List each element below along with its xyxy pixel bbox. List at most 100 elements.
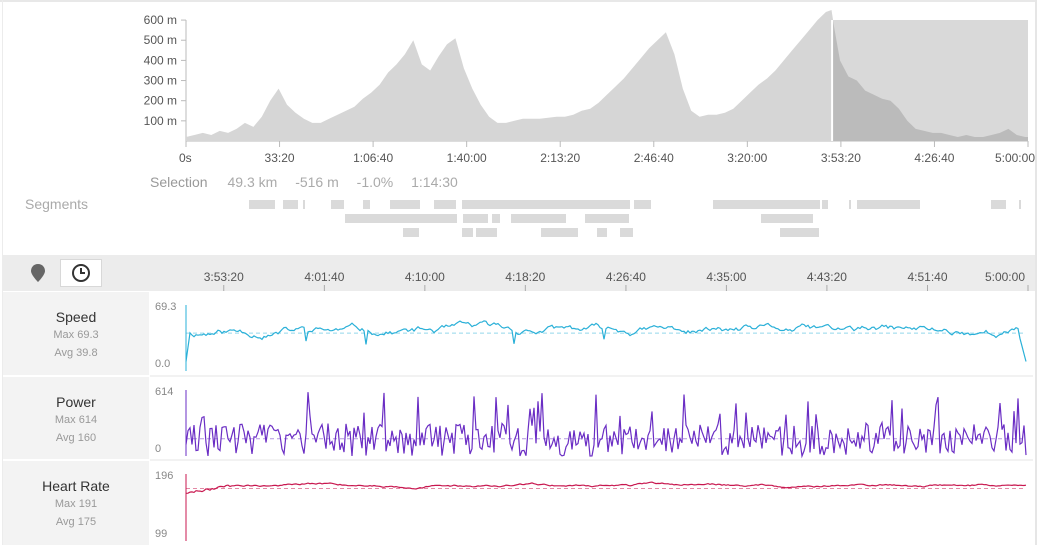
clock-icon [72, 264, 90, 282]
detail-toolbar [3, 255, 1035, 291]
detail-x-tick-label: 4:18:20 [505, 270, 545, 284]
heart-rate-y-min-label: 99 [155, 528, 167, 540]
segment-bar[interactable] [761, 214, 813, 223]
segment-bar[interactable] [849, 200, 851, 209]
segment-bar[interactable] [511, 214, 566, 223]
heart-rate-avg: Avg 175 [55, 516, 97, 528]
time-view-button[interactable] [60, 259, 102, 287]
elevation-x-tick-label: 3:20:00 [727, 151, 767, 165]
segment-bar[interactable] [780, 228, 819, 237]
segment-bar[interactable] [390, 200, 420, 209]
segment-bar[interactable] [434, 200, 456, 209]
selection-region[interactable] [832, 20, 1028, 141]
segment-bar[interactable] [857, 200, 920, 209]
detail-x-tick-label: 4:51:40 [907, 270, 947, 284]
power-avg: Avg 160 [55, 432, 97, 444]
segment-bar[interactable] [476, 228, 497, 237]
segment-bar[interactable] [1019, 200, 1021, 209]
elevation-x-ticks: 0s 33:20 1:06:40 1:40:00 2:13:20 2:46:40 3:20:… [179, 141, 1035, 165]
selection-elevation: -516 m [295, 174, 339, 190]
heart-rate-chart[interactable]: 196 99 [155, 470, 1027, 541]
power-title: Power [56, 394, 96, 410]
detail-x-tick-label: 5:00:00 [985, 270, 1025, 284]
power-max: Max 614 [54, 414, 98, 426]
elevation-x-tick-label: 1:40:00 [447, 151, 487, 165]
elevation-y-tick-label: 300 m [144, 74, 177, 88]
segment-bar[interactable] [463, 214, 488, 223]
segment-bar[interactable] [462, 200, 630, 209]
right-border [1035, 0, 1037, 545]
elevation-y-tick-label: 600 m [144, 13, 177, 27]
detail-x-tick-label: 4:10:00 [405, 270, 445, 284]
map-view-button[interactable] [17, 259, 59, 287]
elevation-x-tick-label: 3:53:20 [821, 151, 861, 165]
segment-bar[interactable] [462, 228, 473, 237]
segment-bar[interactable] [585, 214, 629, 223]
detail-x-ticks: 3:53:20 4:01:40 4:10:00 4:18:20 4:26:40 4:35:… [204, 270, 1029, 291]
detail-x-tick-label: 4:43:20 [807, 270, 847, 284]
heart-rate-series-line[interactable] [185, 481, 1027, 494]
segment-bar[interactable] [991, 200, 1006, 209]
detail-x-tick-label: 4:35:00 [706, 270, 746, 284]
speed-y-min-label: 0.0 [155, 358, 170, 370]
power-y-min-label: 0 [155, 443, 161, 455]
elevation-y-tick-label: 200 m [144, 94, 177, 108]
segment-bar[interactable] [620, 228, 633, 237]
elevation-x-tick-label: 1:06:40 [353, 151, 393, 165]
left-border [2, 0, 3, 545]
detail-charts[interactable]: 69.3 0.0 614 0 196 99 [0, 291, 1037, 545]
elevation-y-tick-label: 400 m [144, 53, 177, 67]
power-series-line[interactable] [185, 392, 1027, 459]
segment-bar[interactable] [331, 200, 344, 209]
segment-bar[interactable] [363, 200, 370, 209]
elevation-y-tick-label: 100 m [144, 114, 177, 128]
segment-bar[interactable] [303, 200, 305, 209]
segment-bar[interactable] [597, 228, 607, 237]
heart-rate-title: Heart Rate [42, 478, 110, 494]
elevation-area [186, 10, 1028, 141]
elevation-x-tick-label: 5:00:00 [995, 151, 1035, 165]
selection-summary: Selection 49.3 km -516 m -1.0% 1:14:30 [150, 174, 472, 190]
segments-label: Segments [25, 196, 89, 212]
elevation-x-tick-label: 2:46:40 [634, 151, 674, 165]
segments-track[interactable] [0, 196, 1037, 246]
elevation-x-tick-label: 0s [179, 151, 192, 165]
segment-bar[interactable] [249, 200, 275, 209]
speed-avg: Avg 39.8 [54, 347, 98, 359]
selection-duration: 1:14:30 [411, 174, 458, 190]
elevation-x-tick-label: 4:26:40 [914, 151, 954, 165]
speed-y-max-label: 69.3 [155, 301, 176, 313]
elevation-x-tick-label: 2:13:20 [540, 151, 580, 165]
speed-series-line[interactable] [185, 320, 1027, 362]
speed-chart[interactable]: 69.3 0.0 [155, 301, 1027, 371]
selection-title: Selection [150, 174, 208, 190]
segment-bar[interactable] [713, 200, 820, 209]
speed-label-panel: Speed Max 69.3 Avg 39.8 [3, 292, 149, 375]
segment-bar[interactable] [822, 200, 828, 209]
elevation-x-tick-label: 33:20 [265, 151, 295, 165]
elevation-y-tick-label: 500 m [144, 33, 177, 47]
segment-bar[interactable] [283, 200, 298, 209]
heart-rate-max: Max 191 [54, 498, 98, 510]
segment-bar[interactable] [492, 214, 500, 223]
speed-max: Max 69.3 [53, 329, 99, 341]
heart-rate-label-panel: Heart Rate Max 191 Avg 175 [3, 461, 149, 545]
power-chart[interactable]: 614 0 [155, 386, 1027, 459]
selection-distance: 49.3 km [227, 174, 278, 190]
segment-bar[interactable] [541, 228, 578, 237]
selection-grade: -1.0% [356, 174, 394, 190]
power-label-panel: Power Max 614 Avg 160 [3, 377, 149, 459]
segment-bar[interactable] [634, 200, 651, 209]
heart-rate-y-max-label: 196 [155, 470, 173, 482]
segment-bar[interactable] [403, 228, 419, 237]
speed-title: Speed [55, 309, 97, 325]
top-border [0, 0, 1037, 2]
elevation-profile-area [186, 10, 1028, 141]
detail-x-tick-label: 4:26:40 [606, 270, 646, 284]
elevation-chart[interactable]: 100 m 200 m 300 m 400 m 500 m 600 m 0s 33:20 1:… [0, 0, 1037, 170]
segment-bar[interactable] [345, 214, 457, 223]
detail-x-tick-label: 4:01:40 [304, 270, 344, 284]
power-y-max-label: 614 [155, 386, 173, 398]
selection-overlay[interactable] [831, 20, 1028, 141]
detail-x-tick-label: 3:53:20 [204, 270, 244, 284]
